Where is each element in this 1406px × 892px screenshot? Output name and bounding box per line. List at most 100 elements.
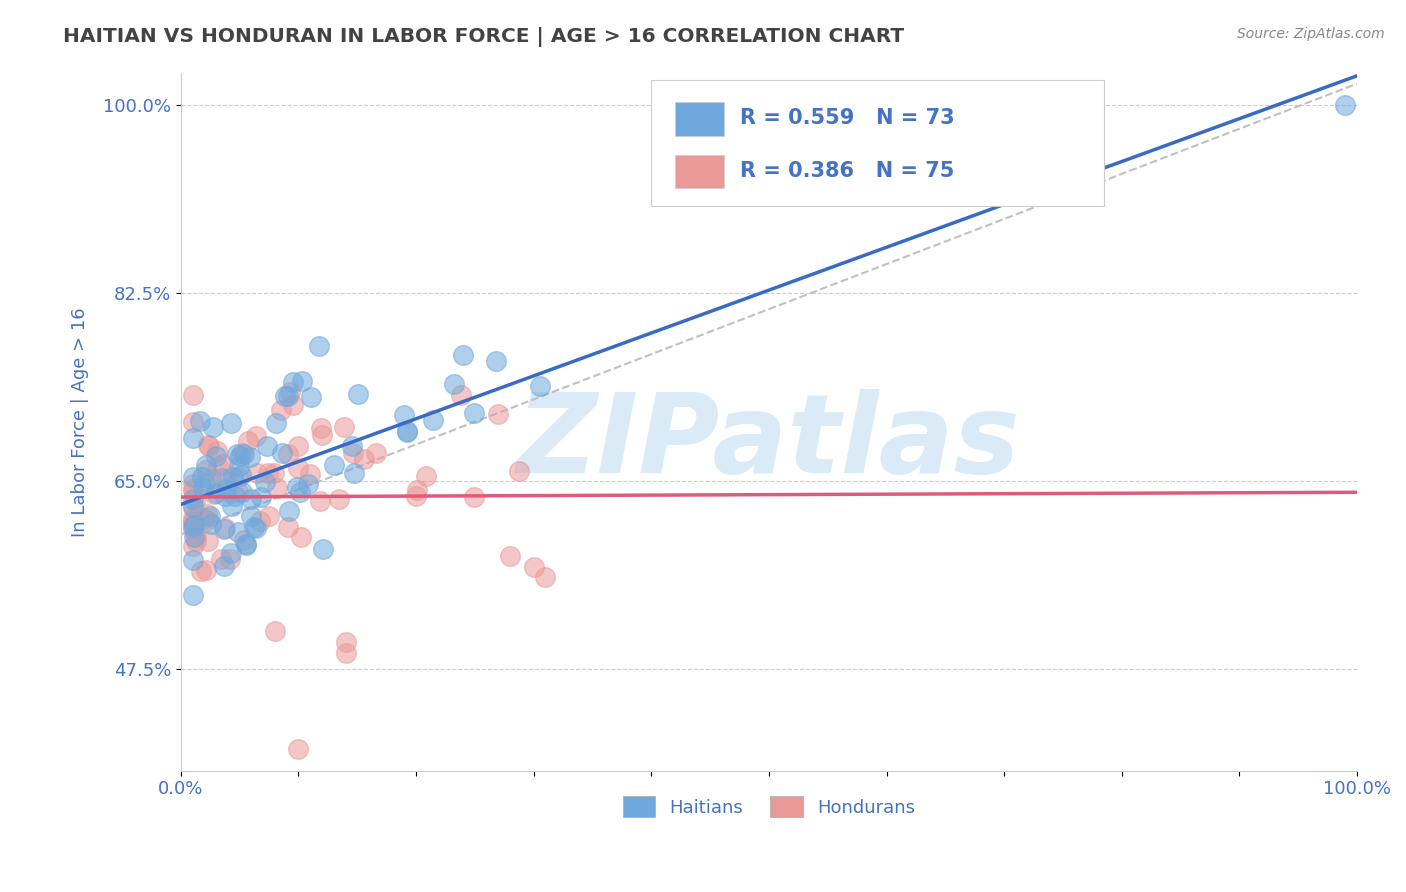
Point bbox=[181, 484, 204, 499]
Point bbox=[221, 499, 243, 513]
Point bbox=[181, 431, 204, 445]
Point bbox=[287, 742, 309, 756]
Point bbox=[197, 438, 219, 452]
Point bbox=[443, 377, 465, 392]
Point bbox=[195, 513, 218, 527]
FancyBboxPatch shape bbox=[675, 154, 724, 188]
Point bbox=[264, 416, 287, 430]
Point bbox=[181, 500, 204, 515]
Point bbox=[463, 406, 485, 420]
Point bbox=[290, 485, 312, 500]
Point bbox=[256, 439, 278, 453]
Point bbox=[205, 449, 228, 463]
Point bbox=[277, 389, 299, 403]
Point bbox=[181, 510, 204, 524]
Point bbox=[212, 522, 235, 536]
Point bbox=[257, 467, 280, 481]
Point bbox=[264, 624, 287, 639]
Point bbox=[311, 427, 333, 442]
Point bbox=[353, 452, 375, 467]
Point bbox=[197, 439, 219, 453]
Point bbox=[226, 484, 249, 499]
Point bbox=[224, 489, 246, 503]
Point bbox=[1334, 98, 1357, 112]
Point bbox=[364, 446, 387, 460]
Point bbox=[219, 546, 242, 560]
Point bbox=[181, 522, 204, 536]
Point bbox=[207, 458, 229, 473]
Point bbox=[281, 375, 304, 389]
Point bbox=[202, 487, 225, 501]
Point bbox=[335, 635, 357, 649]
Point bbox=[183, 530, 205, 544]
Text: R = 0.386   N = 75: R = 0.386 N = 75 bbox=[740, 161, 953, 181]
Point bbox=[405, 489, 427, 503]
Point bbox=[335, 646, 357, 660]
Point bbox=[523, 559, 546, 574]
Point bbox=[278, 385, 301, 400]
Point bbox=[392, 408, 415, 422]
Point bbox=[181, 519, 204, 533]
Point bbox=[204, 485, 226, 500]
Point bbox=[211, 471, 233, 485]
Point bbox=[277, 520, 299, 534]
Point bbox=[270, 446, 292, 460]
Point bbox=[263, 466, 285, 480]
Point bbox=[287, 461, 309, 475]
Point bbox=[281, 398, 304, 412]
Point bbox=[395, 425, 418, 439]
Point bbox=[211, 458, 233, 472]
Text: Source: ZipAtlas.com: Source: ZipAtlas.com bbox=[1237, 27, 1385, 41]
Text: HAITIAN VS HONDURAN IN LABOR FORCE | AGE > 16 CORRELATION CHART: HAITIAN VS HONDURAN IN LABOR FORCE | AGE… bbox=[63, 27, 904, 46]
FancyBboxPatch shape bbox=[675, 103, 724, 136]
Point bbox=[188, 414, 211, 428]
Point bbox=[194, 475, 217, 490]
Point bbox=[195, 563, 218, 577]
Point bbox=[181, 470, 204, 484]
Point bbox=[508, 464, 530, 478]
Point bbox=[451, 348, 474, 362]
Point bbox=[312, 541, 335, 556]
Point bbox=[218, 552, 240, 566]
Point bbox=[285, 480, 308, 494]
Point bbox=[529, 379, 551, 393]
Point bbox=[186, 529, 208, 543]
Point bbox=[499, 549, 522, 563]
Point bbox=[291, 374, 314, 388]
Point bbox=[328, 491, 350, 506]
Point bbox=[219, 416, 242, 430]
Point bbox=[250, 491, 273, 505]
Point bbox=[184, 534, 207, 549]
Legend: Haitians, Hondurans: Haitians, Hondurans bbox=[616, 789, 922, 824]
Point bbox=[214, 489, 236, 503]
Point bbox=[277, 503, 299, 517]
FancyBboxPatch shape bbox=[651, 80, 1104, 205]
Point bbox=[297, 476, 319, 491]
Point bbox=[201, 419, 224, 434]
Point bbox=[181, 552, 204, 566]
Text: ZIPatlas: ZIPatlas bbox=[517, 389, 1021, 496]
Point bbox=[184, 494, 207, 508]
Point bbox=[233, 447, 256, 461]
Point bbox=[190, 564, 212, 578]
Point bbox=[405, 483, 427, 497]
Point bbox=[226, 525, 249, 540]
Point bbox=[463, 490, 485, 504]
Point bbox=[235, 538, 257, 552]
Point bbox=[229, 449, 252, 463]
Point bbox=[181, 388, 204, 402]
Point bbox=[215, 483, 238, 497]
Point bbox=[193, 510, 215, 524]
Point bbox=[308, 339, 330, 353]
Point bbox=[228, 470, 250, 484]
Point bbox=[181, 514, 204, 528]
Point bbox=[195, 458, 218, 472]
Point bbox=[242, 520, 264, 534]
Point bbox=[229, 467, 252, 482]
Point bbox=[301, 390, 323, 404]
Point bbox=[231, 446, 253, 460]
Point bbox=[181, 477, 204, 491]
Point bbox=[277, 447, 299, 461]
Point bbox=[450, 388, 472, 402]
Point bbox=[205, 443, 228, 458]
